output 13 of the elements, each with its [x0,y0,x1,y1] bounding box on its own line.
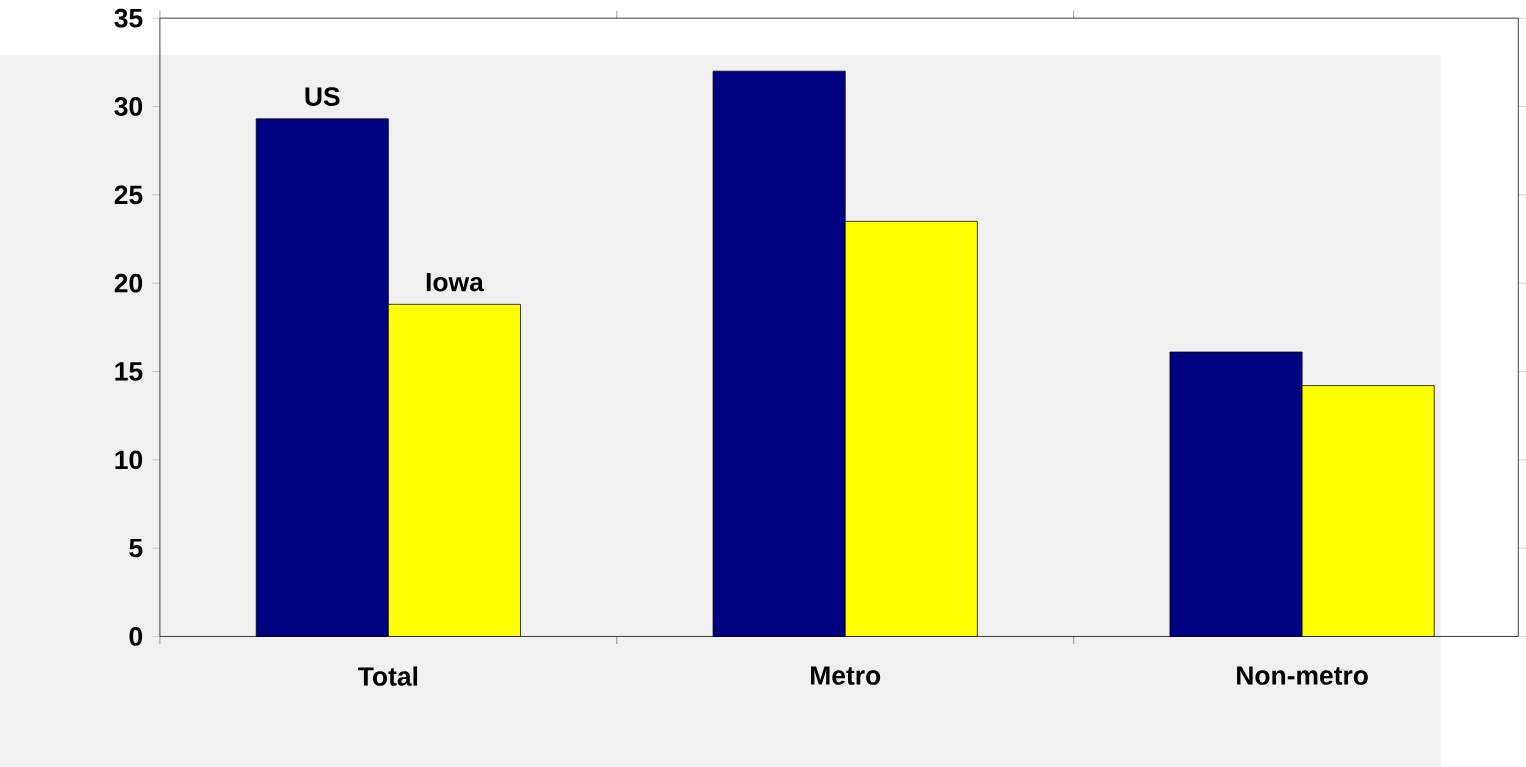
series-label: US [305,87,340,106]
x-tick-label: Non-metro [1237,666,1368,685]
y-tick-label: 0 [129,626,143,646]
y-tick-label: 30 [114,97,143,116]
series-label: Iowa [426,272,484,292]
y-tick-label: 35 [114,8,143,28]
x-tick-label: Metro [811,666,881,685]
y-tick-label: 10 [115,450,143,470]
x-tick-label: Total [358,666,418,686]
y-tick-label: 25 [114,185,143,205]
y-tick-label: 5 [129,538,143,558]
y-tick-label: 20 [114,273,143,293]
y-tick-label: 15 [115,362,143,381]
